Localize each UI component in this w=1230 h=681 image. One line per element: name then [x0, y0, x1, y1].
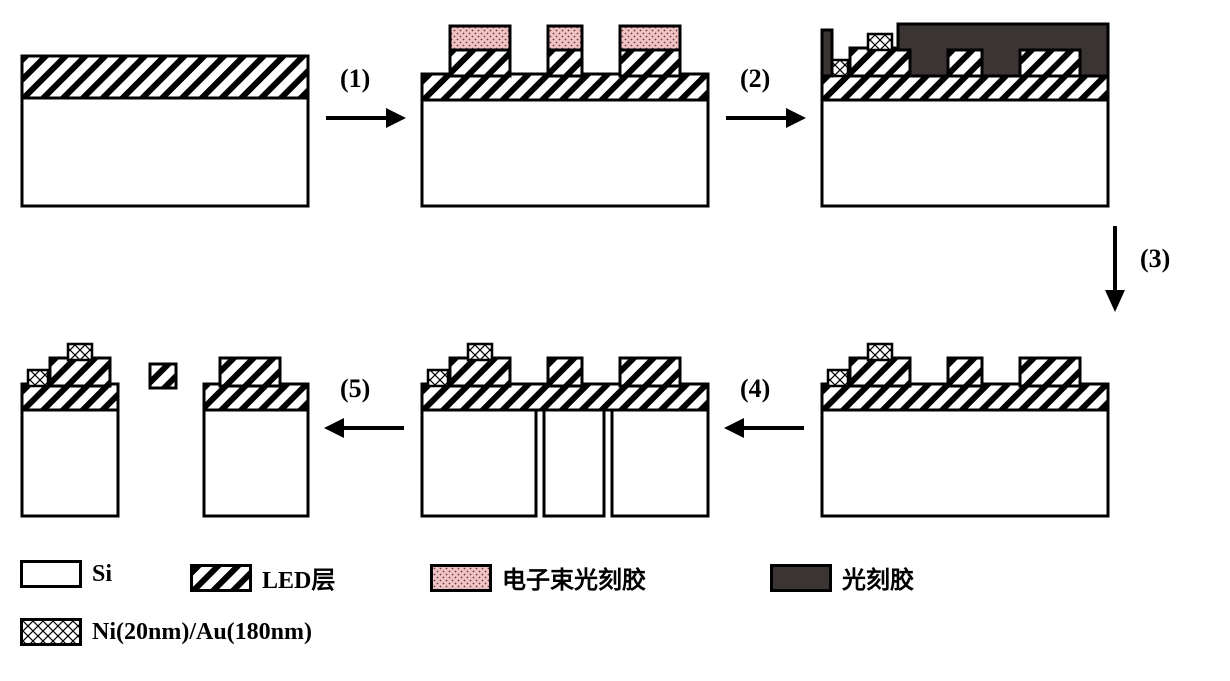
stage-4	[420, 330, 710, 518]
arrow-3	[1095, 220, 1135, 316]
process-flow-diagram: (1) (2)	[20, 20, 1210, 661]
arrow-2	[720, 98, 810, 138]
legend-ebeam: 电子束光刻胶	[430, 560, 646, 595]
stage-0	[20, 38, 310, 208]
step-label-4: (4)	[740, 374, 770, 404]
stage-1	[420, 20, 710, 208]
legend-led-label: LED层	[262, 560, 335, 595]
legend-photoresist-label: 光刻胶	[842, 560, 914, 595]
legend-ebeam-label: 电子束光刻胶	[502, 560, 646, 595]
stage-2	[820, 20, 1110, 208]
step-label-1: (1)	[340, 64, 370, 94]
legend-niau: Ni(20nm)/Au(180nm)	[20, 618, 312, 646]
stage-5	[20, 330, 310, 518]
legend-led: LED层	[190, 560, 335, 595]
legend-niau-label: Ni(20nm)/Au(180nm)	[92, 619, 312, 646]
arrow-4	[720, 408, 810, 448]
legend-si-label: Si	[92, 561, 112, 588]
stage-3	[820, 330, 1110, 518]
arrow-1	[320, 98, 410, 138]
step-label-2: (2)	[740, 64, 770, 94]
step-label-5: (5)	[340, 374, 370, 404]
legend-photoresist: 光刻胶	[770, 560, 914, 595]
legend-si: Si	[20, 560, 112, 588]
arrow-5	[320, 408, 410, 448]
step-label-3: (3)	[1140, 244, 1170, 274]
